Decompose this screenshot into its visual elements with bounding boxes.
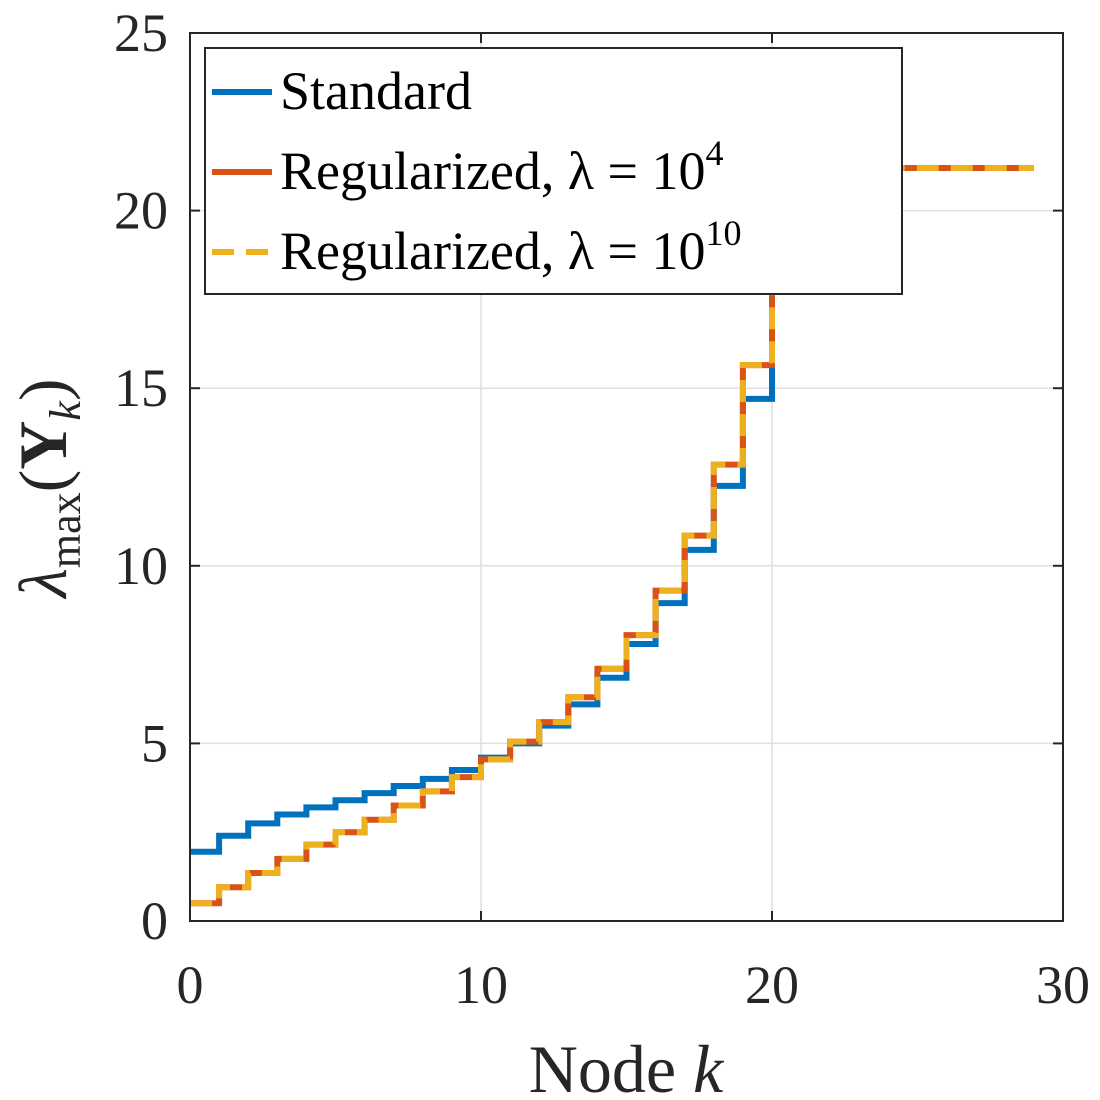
- x-axis-label: Node k: [529, 1031, 725, 1100]
- y-tick-label: 0: [141, 891, 168, 951]
- x-tick-label: 20: [745, 955, 799, 1015]
- plot-frame: [189, 32, 1064, 922]
- legend-label-standard-text: Standard: [280, 61, 472, 121]
- y-axis-label-var-sub: k: [41, 400, 90, 421]
- x-axis-label-var: k: [693, 1031, 725, 1100]
- y-tick-label: 20: [114, 181, 168, 241]
- y-axis-label-paren-open: (: [5, 470, 81, 493]
- legend-box: [204, 47, 903, 295]
- legend-label-regularized-1e4-text: Regularized, λ = 10: [280, 141, 706, 201]
- x-tick-label: 0: [177, 955, 204, 1015]
- legend: Standard Regularized, λ = 104 Regularize…: [204, 47, 903, 295]
- y-tick-label: 10: [114, 536, 168, 596]
- legend-label-regularized-1e10-sup: 10: [706, 213, 742, 253]
- y-tick-label: 15: [114, 358, 168, 418]
- legend-label-standard: Standard: [280, 61, 472, 121]
- y-axis-label-lambda: λ: [5, 568, 81, 599]
- legend-label-regularized-1e10-text: Regularized, λ = 10: [280, 221, 706, 281]
- y-axis-label-sub: max: [41, 492, 90, 568]
- series-layer: [190, 164, 1034, 907]
- y-axis-label-var: Y: [5, 421, 81, 470]
- legend-label-regularized-1e4-sup: 4: [706, 133, 724, 173]
- series-regularized-1e10: [190, 164, 1034, 907]
- tick-labels: 0 10 20 30 0 5 10 15 20 25: [114, 3, 1090, 1015]
- y-axis-label-paren-close: ): [5, 378, 81, 401]
- y-tick-label: 5: [141, 713, 168, 773]
- ticks: [189, 32, 1064, 922]
- x-axis-label-main: Node: [529, 1031, 693, 1100]
- y-axis-label: λmax(Yk): [5, 378, 90, 599]
- legend-label-regularized-1e4: Regularized, λ = 104: [280, 133, 724, 201]
- x-tick-label: 10: [454, 955, 508, 1015]
- legend-label-regularized-1e10: Regularized, λ = 1010: [280, 213, 742, 281]
- y-tick-label: 25: [114, 3, 168, 63]
- x-tick-label: 30: [1036, 955, 1090, 1015]
